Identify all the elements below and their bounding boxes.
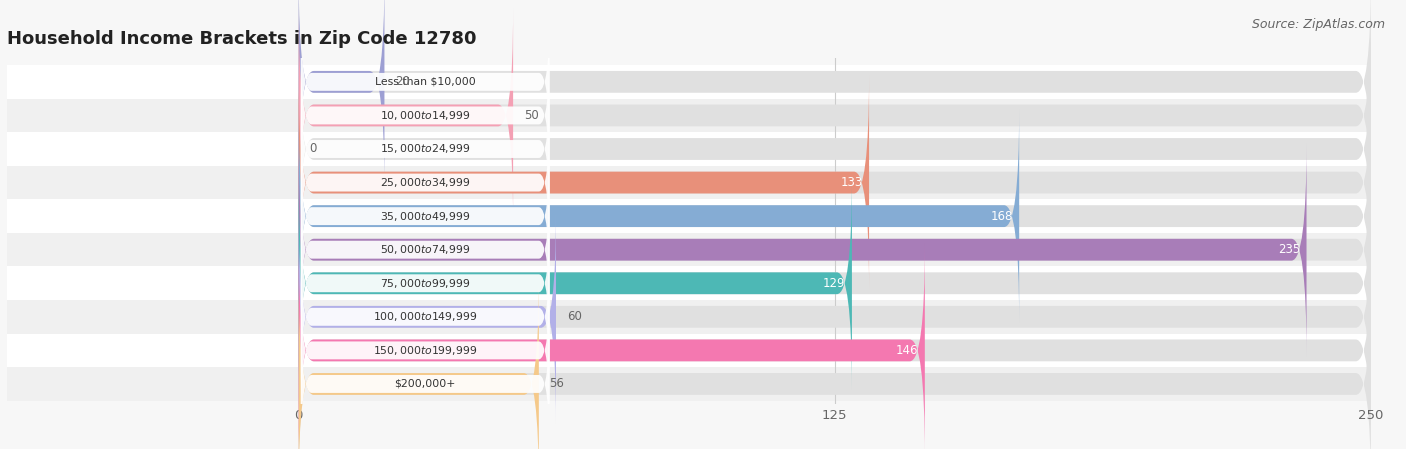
- FancyBboxPatch shape: [298, 277, 538, 449]
- FancyBboxPatch shape: [7, 65, 1371, 99]
- FancyBboxPatch shape: [298, 177, 852, 390]
- FancyBboxPatch shape: [298, 0, 384, 189]
- FancyBboxPatch shape: [298, 76, 1371, 289]
- FancyBboxPatch shape: [301, 242, 550, 392]
- FancyBboxPatch shape: [7, 166, 1371, 199]
- Text: 0: 0: [309, 142, 316, 155]
- FancyBboxPatch shape: [298, 143, 1306, 356]
- Text: 133: 133: [841, 176, 863, 189]
- FancyBboxPatch shape: [298, 210, 555, 423]
- FancyBboxPatch shape: [7, 367, 1371, 401]
- FancyBboxPatch shape: [7, 266, 1371, 300]
- FancyBboxPatch shape: [301, 141, 550, 291]
- FancyBboxPatch shape: [298, 110, 1371, 323]
- FancyBboxPatch shape: [7, 300, 1371, 334]
- Text: Less than $10,000: Less than $10,000: [375, 77, 475, 87]
- FancyBboxPatch shape: [298, 76, 869, 289]
- FancyBboxPatch shape: [301, 40, 550, 190]
- FancyBboxPatch shape: [301, 175, 550, 325]
- FancyBboxPatch shape: [301, 7, 550, 157]
- FancyBboxPatch shape: [301, 108, 550, 258]
- FancyBboxPatch shape: [298, 9, 1371, 222]
- FancyBboxPatch shape: [7, 334, 1371, 367]
- FancyBboxPatch shape: [298, 210, 1371, 423]
- FancyBboxPatch shape: [301, 309, 550, 449]
- Text: 146: 146: [896, 344, 918, 357]
- FancyBboxPatch shape: [7, 199, 1371, 233]
- Text: $150,000 to $199,999: $150,000 to $199,999: [373, 344, 477, 357]
- FancyBboxPatch shape: [7, 99, 1371, 132]
- Text: 235: 235: [1278, 243, 1301, 256]
- FancyBboxPatch shape: [298, 244, 925, 449]
- Text: $25,000 to $34,999: $25,000 to $34,999: [380, 176, 471, 189]
- Text: $100,000 to $149,999: $100,000 to $149,999: [373, 310, 477, 323]
- FancyBboxPatch shape: [7, 132, 1371, 166]
- FancyBboxPatch shape: [301, 275, 550, 425]
- FancyBboxPatch shape: [298, 143, 1371, 356]
- Text: 56: 56: [550, 378, 564, 391]
- FancyBboxPatch shape: [298, 0, 1371, 189]
- Text: 60: 60: [567, 310, 582, 323]
- Text: $50,000 to $74,999: $50,000 to $74,999: [380, 243, 471, 256]
- FancyBboxPatch shape: [298, 244, 1371, 449]
- FancyBboxPatch shape: [301, 208, 550, 358]
- FancyBboxPatch shape: [298, 42, 1371, 255]
- Text: $75,000 to $99,999: $75,000 to $99,999: [380, 277, 471, 290]
- Text: $15,000 to $24,999: $15,000 to $24,999: [380, 142, 471, 155]
- FancyBboxPatch shape: [7, 233, 1371, 266]
- FancyBboxPatch shape: [301, 74, 550, 224]
- FancyBboxPatch shape: [298, 9, 513, 222]
- Text: Source: ZipAtlas.com: Source: ZipAtlas.com: [1251, 18, 1385, 31]
- Text: 168: 168: [990, 210, 1012, 223]
- Text: $200,000+: $200,000+: [395, 379, 456, 389]
- FancyBboxPatch shape: [298, 110, 1019, 323]
- Text: $10,000 to $14,999: $10,000 to $14,999: [380, 109, 471, 122]
- Text: $35,000 to $49,999: $35,000 to $49,999: [380, 210, 471, 223]
- Text: 20: 20: [395, 75, 411, 88]
- Text: Household Income Brackets in Zip Code 12780: Household Income Brackets in Zip Code 12…: [7, 31, 477, 48]
- FancyBboxPatch shape: [298, 177, 1371, 390]
- Text: 129: 129: [823, 277, 845, 290]
- Text: 50: 50: [524, 109, 538, 122]
- FancyBboxPatch shape: [298, 277, 1371, 449]
